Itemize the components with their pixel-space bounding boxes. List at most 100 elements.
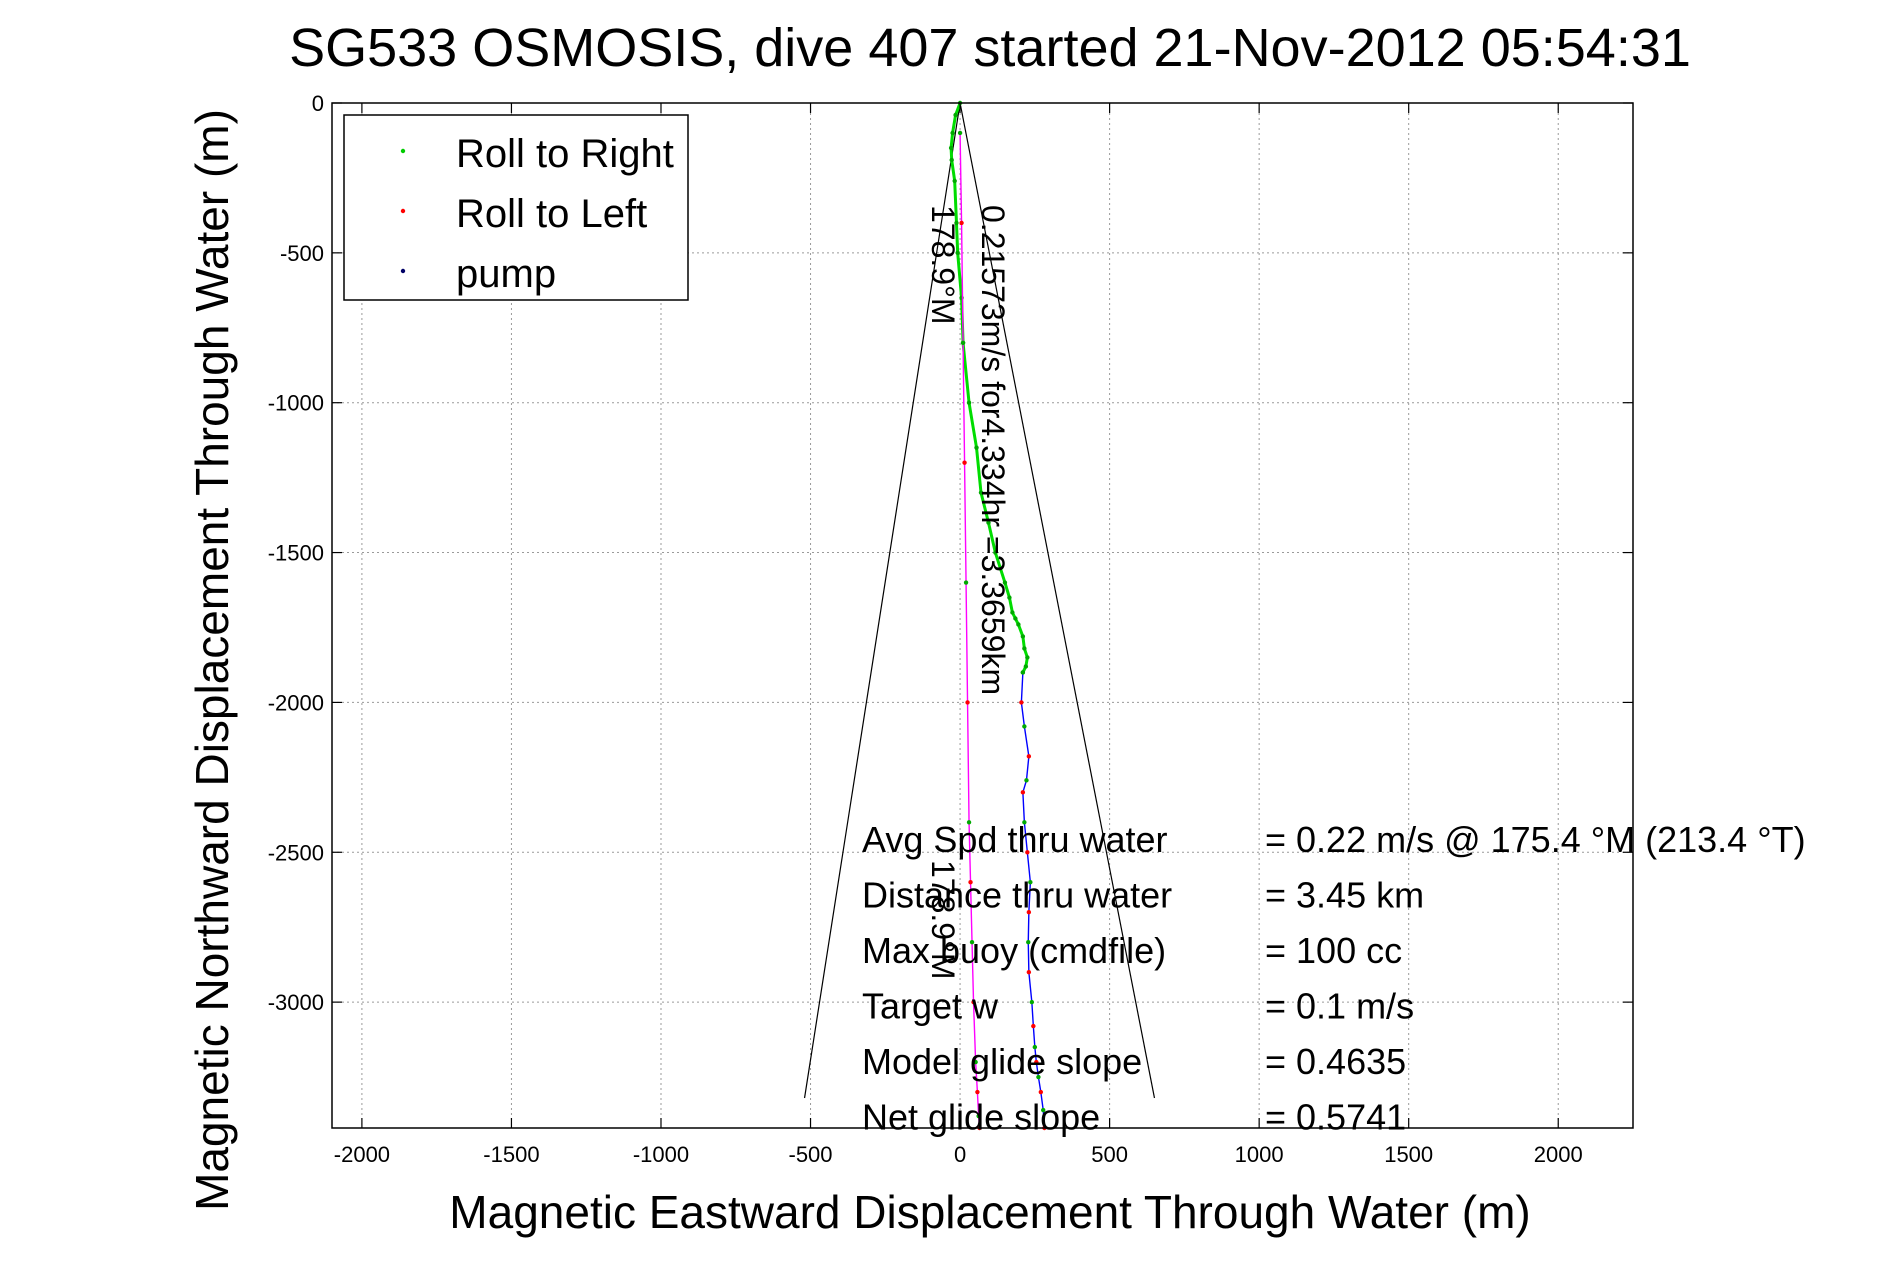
rotated-label: 178.9°M	[925, 205, 961, 325]
annotation-value: = 100 cc	[1265, 930, 1402, 971]
series-point	[966, 400, 972, 405]
chart-title: SG533 OSMOSIS, dive 407 started 21-Nov-2…	[289, 18, 1691, 78]
series-point	[975, 1089, 980, 1095]
annotation-label: Model glide slope	[862, 1041, 1142, 1082]
y-tick-label: -2000	[268, 690, 324, 715]
legend-entries: Roll to Right Roll to Left pump	[400, 132, 674, 296]
series-point	[948, 145, 954, 151]
series-point	[962, 460, 967, 465]
x-tick-label: 500	[1091, 1142, 1128, 1167]
series-point	[1025, 850, 1030, 855]
x-tick-label: -2000	[334, 1142, 390, 1167]
series-point	[1036, 1074, 1041, 1080]
annotation-label: Target w	[862, 986, 999, 1027]
x-tick-label: -1500	[483, 1142, 539, 1167]
annotation-value: = 0.1 m/s	[1265, 986, 1414, 1027]
series-point	[1022, 820, 1027, 825]
x-tick-label: 1000	[1235, 1142, 1284, 1167]
series-point	[1020, 634, 1026, 639]
annotation-value: = 0.22 m/s @ 175.4 °M (213.4 °T)	[1265, 819, 1806, 860]
series-point	[1028, 880, 1033, 885]
series-point	[969, 939, 975, 945]
x-tick-label: -500	[789, 1142, 833, 1167]
series-point	[953, 112, 958, 118]
rotated-labels: 178.9°M 0.21573m/s for4.334hr =3.3659km 17…	[925, 205, 1011, 980]
series-point	[1024, 778, 1029, 783]
series-point	[963, 580, 969, 585]
legend-marker	[400, 268, 406, 274]
y-tick-label: -1500	[268, 541, 324, 566]
series-point	[1010, 610, 1015, 615]
series-line	[959, 132, 981, 1129]
series-point	[1029, 999, 1035, 1005]
legend: Roll to Right Roll to Left pump	[343, 114, 689, 301]
x-axis-label: Magnetic Eastward Displacement Through W…	[449, 1186, 1530, 1238]
series-point	[955, 250, 960, 256]
annotation-label: Distance thru water	[862, 875, 1172, 916]
heading-wedge	[803, 102, 1156, 1099]
series-point	[949, 157, 954, 163]
series-point	[952, 178, 957, 184]
x-tick-label: 1500	[1384, 1142, 1433, 1167]
series-point	[1026, 754, 1032, 759]
series-point	[1020, 790, 1026, 795]
legend-marker	[400, 148, 406, 154]
x-tick-label: 0	[954, 1142, 966, 1167]
series-point	[986, 520, 991, 525]
legend-label: Roll to Right	[456, 132, 674, 176]
series-point	[1026, 910, 1032, 915]
series-point	[1013, 616, 1018, 621]
y-tick-label: -3000	[268, 990, 324, 1015]
x-tick-label: -1000	[633, 1142, 689, 1167]
series-point	[1022, 646, 1027, 651]
series-point	[950, 130, 955, 136]
annotation-value: = 0.5741	[1265, 1097, 1406, 1138]
series-point	[960, 340, 966, 345]
series-point	[1019, 700, 1024, 705]
wedge-right-line	[959, 102, 1156, 1099]
series-line	[1020, 672, 1046, 1129]
series-point	[1034, 1059, 1039, 1065]
series-point	[1007, 595, 1012, 600]
legend-label: Roll to Left	[456, 192, 647, 236]
summary-annotations: Avg Spd thru water = 0.22 m/s @ 175.4 °M …	[862, 819, 1806, 1138]
legend-marker	[400, 208, 406, 214]
series-point	[1032, 1044, 1038, 1050]
x-tick-label: 2000	[1534, 1142, 1583, 1167]
axes-frame	[331, 102, 1634, 1129]
annotation-value: = 0.4635	[1265, 1041, 1406, 1082]
series-point	[1038, 1089, 1044, 1095]
y-tick-label: 0	[312, 91, 324, 116]
annotation-label: Max buoy (cmdfile)	[862, 930, 1166, 971]
series-point	[974, 445, 979, 450]
series-point	[973, 1059, 978, 1065]
series-point	[1016, 622, 1021, 627]
series-point	[1041, 1107, 1046, 1113]
series-point	[993, 550, 998, 555]
series-point	[1022, 724, 1027, 729]
series-point	[965, 700, 970, 705]
legend-box	[343, 114, 689, 301]
series-point	[1002, 580, 1008, 585]
series-point	[1026, 969, 1032, 975]
wedge-left-line	[803, 102, 961, 1099]
series-point	[971, 999, 976, 1005]
series-point	[1020, 670, 1026, 675]
y-tick-label: -1000	[268, 391, 324, 416]
rotated-label: 178.9°M	[925, 860, 961, 980]
series-point	[959, 220, 964, 226]
series-point	[1026, 939, 1031, 945]
series-point	[954, 220, 959, 226]
y-tick-label: -2500	[268, 840, 324, 865]
series-group	[948, 100, 1047, 1131]
series-point	[966, 820, 972, 825]
series-point	[976, 1113, 981, 1119]
annotation-label: Avg Spd thru water	[862, 819, 1168, 860]
legend-label: pump	[456, 252, 556, 296]
series-point	[1031, 1023, 1036, 1029]
rotated-label: 0.21573m/s for4.334hr =3.3659km	[975, 205, 1011, 695]
y-axis-label: Magnetic Northward Displacement Through …	[186, 109, 238, 1211]
y-tick-label: -500	[280, 241, 324, 266]
